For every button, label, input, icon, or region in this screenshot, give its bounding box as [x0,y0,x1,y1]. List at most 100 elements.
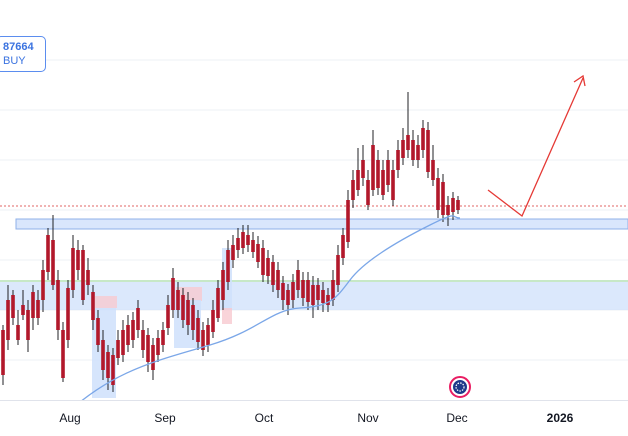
candle-body [311,285,315,305]
candle-body [371,145,375,190]
candle-body [231,245,235,260]
candle-body [116,340,120,358]
candle-body [61,330,65,378]
support-zone-upper [15,218,628,230]
order-block-red [176,287,202,301]
candle-body [206,325,210,345]
candle-body [416,145,420,160]
candlestick-chart[interactable] [0,0,628,400]
candle-body [401,140,405,158]
candle-body [386,160,390,185]
order-block-red [95,296,117,308]
time-axis[interactable]: Aug Sep Oct Nov Dec 2026 [0,400,628,436]
candle-body [271,262,275,285]
candle-body [101,340,105,370]
candle-body [141,330,145,350]
candle-body [306,280,310,302]
candle-body [186,300,190,325]
candle-body [226,250,230,282]
candle-body [156,338,160,355]
candle-body [151,345,155,370]
candle-body [331,280,335,300]
order-block-red [222,308,232,324]
candle-body [121,330,125,355]
candle-body [146,335,150,362]
candle-body [56,280,60,330]
candle-body [106,352,110,378]
candle-body [316,285,320,300]
signal-action: BUY [3,55,26,67]
month-label-oct: Oct [254,411,274,425]
candle-body [406,135,410,150]
candle-body [51,240,55,285]
candle-body [431,160,435,180]
candle-body [326,295,330,305]
candle-body [11,295,15,318]
year-label-2026: 2026 [546,411,574,425]
candle-body [346,200,350,242]
candle-body [66,288,70,340]
projection-path [487,77,584,218]
candle-body [446,205,450,215]
month-label-dec: Dec [446,411,468,425]
tradingview-badge-icon[interactable] [447,376,473,398]
candle-body [361,160,365,178]
candle-body [201,330,205,350]
candle-body [296,270,300,290]
candle-body [26,310,30,340]
candle-body [126,325,130,345]
candle-body [71,248,75,290]
candle-body [21,305,25,315]
signal-badge: 87664 BUY [0,36,46,72]
candle-body [321,290,325,303]
candle-body [396,150,400,170]
candle-body [221,270,225,300]
candle-body [421,128,425,150]
candle-body [391,170,395,200]
month-label-aug: Aug [59,411,81,425]
candle-body [411,140,415,160]
candle-body [351,180,355,200]
candle-body [286,290,290,305]
candle-body [301,280,305,298]
candle-body [111,355,115,385]
candle-body [256,244,260,262]
signal-price: 87664 [3,41,34,53]
candle-body [381,170,385,195]
candle-body [266,258,270,276]
candle-body [6,300,10,340]
candle-body [86,270,90,285]
candle-body [181,295,185,320]
candle-body [376,160,380,188]
projection-arrowhead [573,74,586,87]
month-label-sep: Sep [154,411,176,425]
candle-body [41,270,45,300]
chart-area[interactable]: 87664 BUY [0,0,628,400]
candle-body [456,200,460,210]
moving-average-line [81,215,461,400]
candle-body [191,305,195,330]
candle-body [276,270,280,290]
candle-body [36,300,40,318]
candle-body [1,330,5,375]
candle-body [136,308,140,330]
candle-body [366,180,370,205]
candle-body [436,178,440,210]
candle-body [16,325,20,340]
candle-body [91,292,95,320]
candle-body [171,278,175,310]
candle-body [216,288,220,318]
candle-body [451,198,455,212]
candle-body [246,235,250,245]
candle-body [341,235,345,258]
candle-body [76,250,80,270]
candle-body [241,232,245,248]
candle-body [196,318,200,342]
candle-body [46,235,50,272]
candle-body [261,248,265,275]
candle-body [441,182,445,215]
candle-body [251,240,255,252]
candle-body [236,238,240,250]
candle-body [426,130,430,172]
candle-body [176,290,180,310]
